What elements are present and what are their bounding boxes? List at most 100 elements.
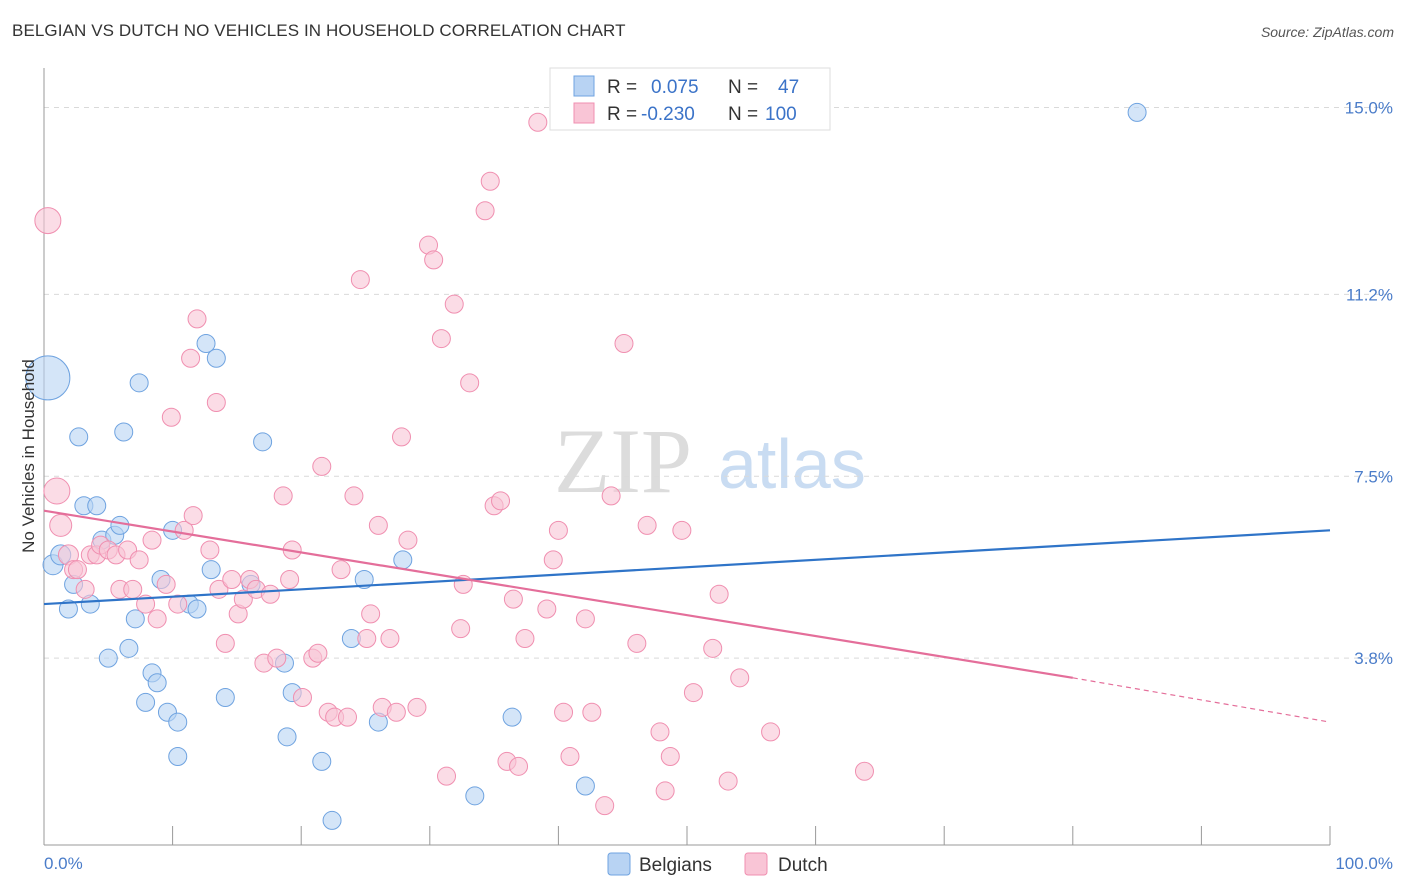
point-dutch — [233, 589, 253, 609]
point-belgians — [114, 422, 134, 442]
point-dutch — [503, 589, 523, 609]
point-dutch — [703, 638, 723, 658]
legend-r-label-0: R = — [607, 77, 637, 98]
x-tick-labels: 0.0% 100.0% — [44, 854, 1393, 873]
point-belgians — [201, 560, 221, 580]
point-dutch — [595, 796, 615, 816]
point-belgians — [168, 747, 188, 766]
point-dutch — [129, 550, 149, 570]
point-dutch — [215, 633, 235, 653]
point-dutch — [480, 171, 500, 191]
point-belgians — [125, 609, 145, 629]
point-dutch — [650, 722, 670, 742]
point-dutch — [368, 515, 388, 535]
point-belgians — [393, 550, 413, 570]
point-dutch — [380, 629, 400, 648]
point-belgians — [575, 776, 595, 796]
point-belgians — [129, 373, 149, 393]
point-dutch — [460, 373, 480, 393]
y-tick-label: 11.2% — [1346, 285, 1393, 304]
point-dutch — [444, 294, 464, 314]
point-dutch — [655, 781, 675, 801]
point-dutch — [312, 456, 332, 476]
point-dutch — [147, 609, 167, 629]
point-belgians — [1127, 102, 1147, 122]
y-tick-labels: 3.8% 7.5% 11.2% 15.0% — [1345, 99, 1393, 669]
legend-r-label-1: R = — [607, 104, 637, 125]
point-dutch — [142, 530, 162, 550]
point-dutch — [637, 515, 657, 535]
series-legend: Belgians Dutch — [607, 852, 828, 876]
y-tick-label: 3.8% — [1354, 649, 1393, 668]
point-dutch — [614, 334, 634, 353]
axes — [43, 68, 1331, 846]
point-dutch — [582, 702, 602, 722]
point-dutch — [168, 594, 188, 614]
point-belgians — [206, 348, 226, 368]
point-dutch — [350, 270, 370, 290]
point-dutch — [672, 520, 692, 540]
x-tick-label: 100.0% — [1335, 854, 1393, 873]
y-tick-label: 15.0% — [1345, 99, 1393, 118]
point-belgians — [196, 334, 216, 353]
point-dutch — [730, 668, 750, 688]
point-dutch — [43, 477, 71, 505]
point-dutch — [206, 393, 226, 412]
point-belgians — [253, 432, 273, 452]
legend: R = 0.075 N = 47 R = -0.230 N = 100 — [549, 67, 831, 131]
trend-line-belgians — [43, 529, 1331, 606]
point-dutch — [156, 574, 176, 594]
trend-lines — [43, 509, 1331, 723]
point-dutch — [854, 761, 874, 781]
point-dutch — [67, 560, 87, 580]
point-belgians — [322, 810, 342, 830]
point-belgians — [147, 673, 167, 693]
point-belgians — [69, 427, 89, 447]
legend-n-value-1: 100 — [765, 104, 797, 125]
point-dutch — [528, 112, 548, 132]
point-dutch — [187, 309, 207, 329]
y-tick-label: 7.5% — [1354, 467, 1393, 486]
legend-n-label-0: N = — [728, 77, 758, 98]
watermark-atlas: atlas — [718, 425, 866, 503]
point-belgians — [110, 515, 130, 535]
point-dutch — [660, 747, 680, 766]
point-dutch — [437, 766, 457, 786]
legend-r-value-1: -0.230 — [641, 104, 695, 125]
point-dutch — [200, 540, 220, 560]
data-points — [25, 102, 1147, 830]
point-dutch — [718, 771, 738, 791]
point-belgians — [277, 727, 297, 747]
point-dutch — [575, 609, 595, 629]
watermark-zip: ZIP — [554, 410, 692, 512]
point-dutch — [344, 486, 364, 506]
point-dutch — [683, 683, 703, 703]
point-belgians — [25, 355, 71, 401]
point-belgians — [87, 496, 107, 516]
point-dutch — [475, 201, 495, 221]
point-dutch — [451, 619, 471, 639]
chart-title: BELGIAN VS DUTCH NO VEHICLES IN HOUSEHOL… — [12, 21, 626, 40]
point-dutch — [292, 688, 312, 707]
point-dutch — [337, 707, 357, 727]
point-dutch — [161, 407, 181, 427]
trend-line-dutch — [43, 509, 1073, 679]
y-axis-label: No Vehicles in Household — [19, 359, 38, 553]
point-belgians — [215, 688, 235, 707]
point-dutch — [761, 722, 781, 742]
point-dutch — [273, 486, 293, 506]
point-belgians — [354, 570, 374, 589]
point-dutch — [361, 604, 381, 624]
point-dutch — [515, 629, 535, 648]
point-dutch — [392, 427, 412, 447]
x-tick-label: 0.0% — [44, 854, 83, 873]
point-belgians — [136, 692, 156, 712]
point-belgians — [465, 786, 485, 806]
chart-source: Source: ZipAtlas.com — [1260, 24, 1394, 40]
legend-swatch-dutch — [573, 102, 595, 124]
series-swatch-dutch — [744, 852, 768, 876]
point-dutch — [123, 579, 143, 599]
point-dutch — [491, 491, 511, 511]
legend-swatch-belgians — [573, 75, 595, 97]
point-belgians — [58, 599, 78, 619]
